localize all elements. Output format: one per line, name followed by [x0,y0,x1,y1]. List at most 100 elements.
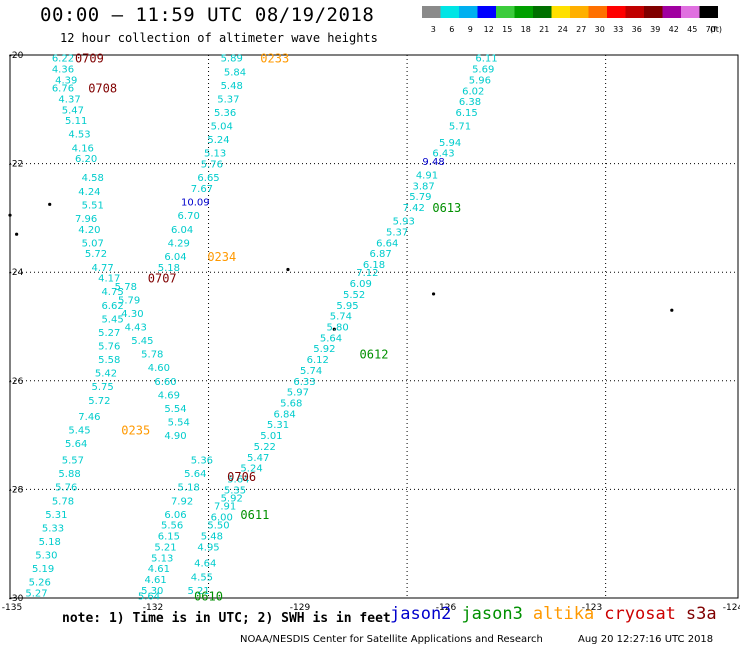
island-dot [670,308,674,312]
wave-height-value: 6.15 [456,108,478,119]
wave-height-value: 6.09 [350,279,372,290]
wave-height-value: 5.18 [158,263,180,274]
color-scale-label: 15 [502,25,512,34]
island-dot [48,202,52,206]
color-scale-swatch [570,6,589,18]
wave-height-value: 4.91 [416,170,438,181]
wave-height-value: 5.27 [98,328,120,339]
satellite-legend: jason2 jason3 altika cryosat s3a [390,604,727,624]
color-scale-swatch [662,6,681,18]
color-scale-swatch [533,6,552,18]
color-scale-swatch [607,6,626,18]
color-scale-legend: 3 6 9 12 15 18 21 24 27 30 33 36 39 42 45 70(ft) [422,6,722,34]
wave-height-value: 6.62 [101,301,123,312]
wave-height-value: 5.94 [439,138,461,149]
color-scale-swatch [681,6,700,18]
wave-height-value: 5.18 [178,483,200,494]
island-dot [332,327,336,331]
wave-height-value: 5.22 [254,442,276,453]
wave-height-value: 5.76 [98,342,120,353]
wave-height-value: 5.71 [449,122,471,133]
wave-height-value: 5.19 [32,564,54,575]
wave-height-value: 5.07 [82,238,104,249]
wave-height-value: 5.11 [65,116,87,127]
wave-height-value: 6.70 [178,211,200,222]
wave-height-value: 5.36 [191,456,213,467]
chart-title: 00:00 – 11:59 UTC 08/19/2018 [40,4,375,26]
wave-height-value: 4.61 [148,564,170,575]
x-tick-label: -124 [723,603,740,613]
wave-height-value: 5.80 [326,323,348,334]
wave-height-value: 5.69 [472,65,494,76]
color-scale-label: 27 [576,25,586,34]
y-tick-label: -28 [9,485,24,495]
wave-height-value: 5.75 [92,382,114,393]
wave-height-value: 5.84 [224,67,246,78]
color-scale-unit: (ft) [710,25,722,34]
wave-height-value: 6.06 [164,510,186,521]
y-tick-label: -30 [9,594,24,604]
wave-height-value: 6.65 [197,173,219,184]
wave-height-value: 5.79 [409,192,431,203]
wave-height-value: 5.95 [336,301,358,312]
pass-time-label: 0707 [148,272,177,286]
wave-height-value: 5.37 [386,227,408,238]
color-scale-swatch [551,6,570,18]
wave-height-value: 4.58 [82,173,104,184]
wave-height-value: 5.45 [101,314,123,325]
wave-height-value: 5.26 [29,578,51,589]
pass-time-label: 0708 [88,82,117,96]
wave-height-value: 6.64 [376,238,398,249]
color-scale-swatch [459,6,478,18]
wave-height-value: 6.15 [158,532,180,543]
color-scale-label: 12 [484,25,494,34]
color-scale-swatch [625,6,644,18]
color-scale-label: 24 [558,25,568,34]
wave-height-value: 4.53 [68,130,90,141]
wave-height-value: 3.87 [413,181,435,192]
pass-time-label: 0613 [432,201,461,215]
color-scale-label: 21 [539,25,549,34]
wave-height-value: 5.54 [164,404,186,415]
wave-height-value: 5.78 [141,350,163,361]
wave-height-value: 6.02 [462,86,484,97]
footer-note: note: 1) Time is in UTC; 2) SWH is in fe… [62,611,391,626]
wave-height-value: 4.64 [194,559,216,570]
satellite-legend-jason3: jason3 [461,604,523,624]
plot-frame [9,54,739,599]
wave-height-value: 4.55 [191,572,213,583]
wave-height-value: 5.89 [221,54,243,65]
wave-height-value: 5.36 [214,108,236,119]
x-tick-label: -123 [582,603,602,613]
wave-height-value: 5.48 [201,532,223,543]
wave-height-value: 5.48 [221,81,243,92]
wave-height-value: 7.42 [403,203,425,214]
color-scale-swatch [496,6,515,18]
wave-height-value: 5.04 [211,122,233,133]
wave-height-value: 6.18 [363,260,385,271]
pass-time-label: 0709 [75,52,104,66]
satellite-legend-cryosat: cryosat [604,604,676,624]
wave-height-value: 5.78 [115,282,137,293]
wave-height-value: 5.92 [221,494,243,505]
wave-height-value: 4.36 [52,65,74,76]
wave-height-value: 7.96 [75,214,97,225]
color-scale-label: 70 [706,25,716,34]
x-tick-label: -126 [436,603,457,613]
color-scale-label: 9 [468,25,473,34]
satellite-legend-altika: altika [532,604,595,624]
footer-timestamp: Aug 20 12:27:16 UTC 2018 [578,634,714,645]
wave-height-value: 6.43 [432,149,454,160]
wave-height-value: 5.31 [267,420,289,431]
chart-subtitle: 12 hour collection of altimeter wave hei… [60,31,378,45]
wave-height-value: 5.96 [469,75,491,86]
pass-time-label: 0235 [121,424,150,438]
wave-height-value: 5.76 [55,483,77,494]
wave-height-value: 5.31 [45,510,67,521]
wave-height-value: 5.74 [300,366,322,377]
pass-time-label: 0234 [207,250,236,264]
color-scale-swatch [514,6,533,18]
wave-height-value: 5.57 [62,456,84,467]
wave-height-value: 6.87 [369,249,391,260]
color-scale-swatch [440,6,459,18]
